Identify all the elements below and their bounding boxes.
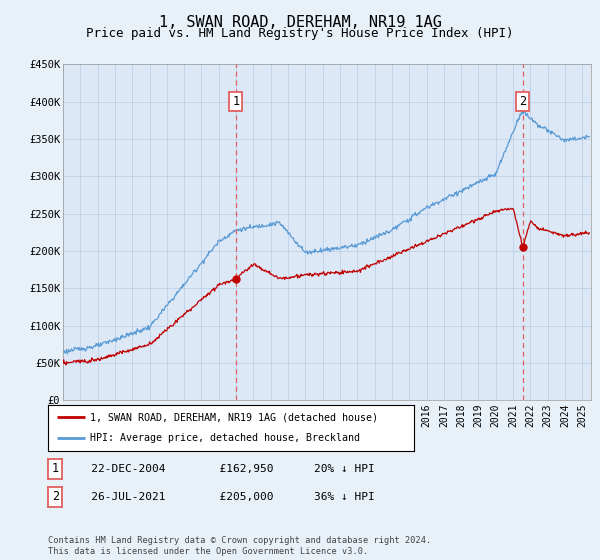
Text: 22-DEC-2004        £162,950      20% ↓ HPI: 22-DEC-2004 £162,950 20% ↓ HPI	[71, 464, 374, 474]
Text: HPI: Average price, detached house, Breckland: HPI: Average price, detached house, Brec…	[90, 433, 360, 444]
Text: 2: 2	[519, 95, 526, 108]
Text: 1, SWAN ROAD, DEREHAM, NR19 1AG (detached house): 1, SWAN ROAD, DEREHAM, NR19 1AG (detache…	[90, 412, 378, 422]
Text: 1, SWAN ROAD, DEREHAM, NR19 1AG: 1, SWAN ROAD, DEREHAM, NR19 1AG	[158, 15, 442, 30]
Text: 26-JUL-2021        £205,000      36% ↓ HPI: 26-JUL-2021 £205,000 36% ↓ HPI	[71, 492, 374, 502]
Text: 1: 1	[52, 462, 59, 475]
Text: Price paid vs. HM Land Registry's House Price Index (HPI): Price paid vs. HM Land Registry's House …	[86, 27, 514, 40]
Text: 1: 1	[232, 95, 239, 108]
Text: 2: 2	[52, 490, 59, 503]
Text: Contains HM Land Registry data © Crown copyright and database right 2024.
This d: Contains HM Land Registry data © Crown c…	[48, 536, 431, 556]
